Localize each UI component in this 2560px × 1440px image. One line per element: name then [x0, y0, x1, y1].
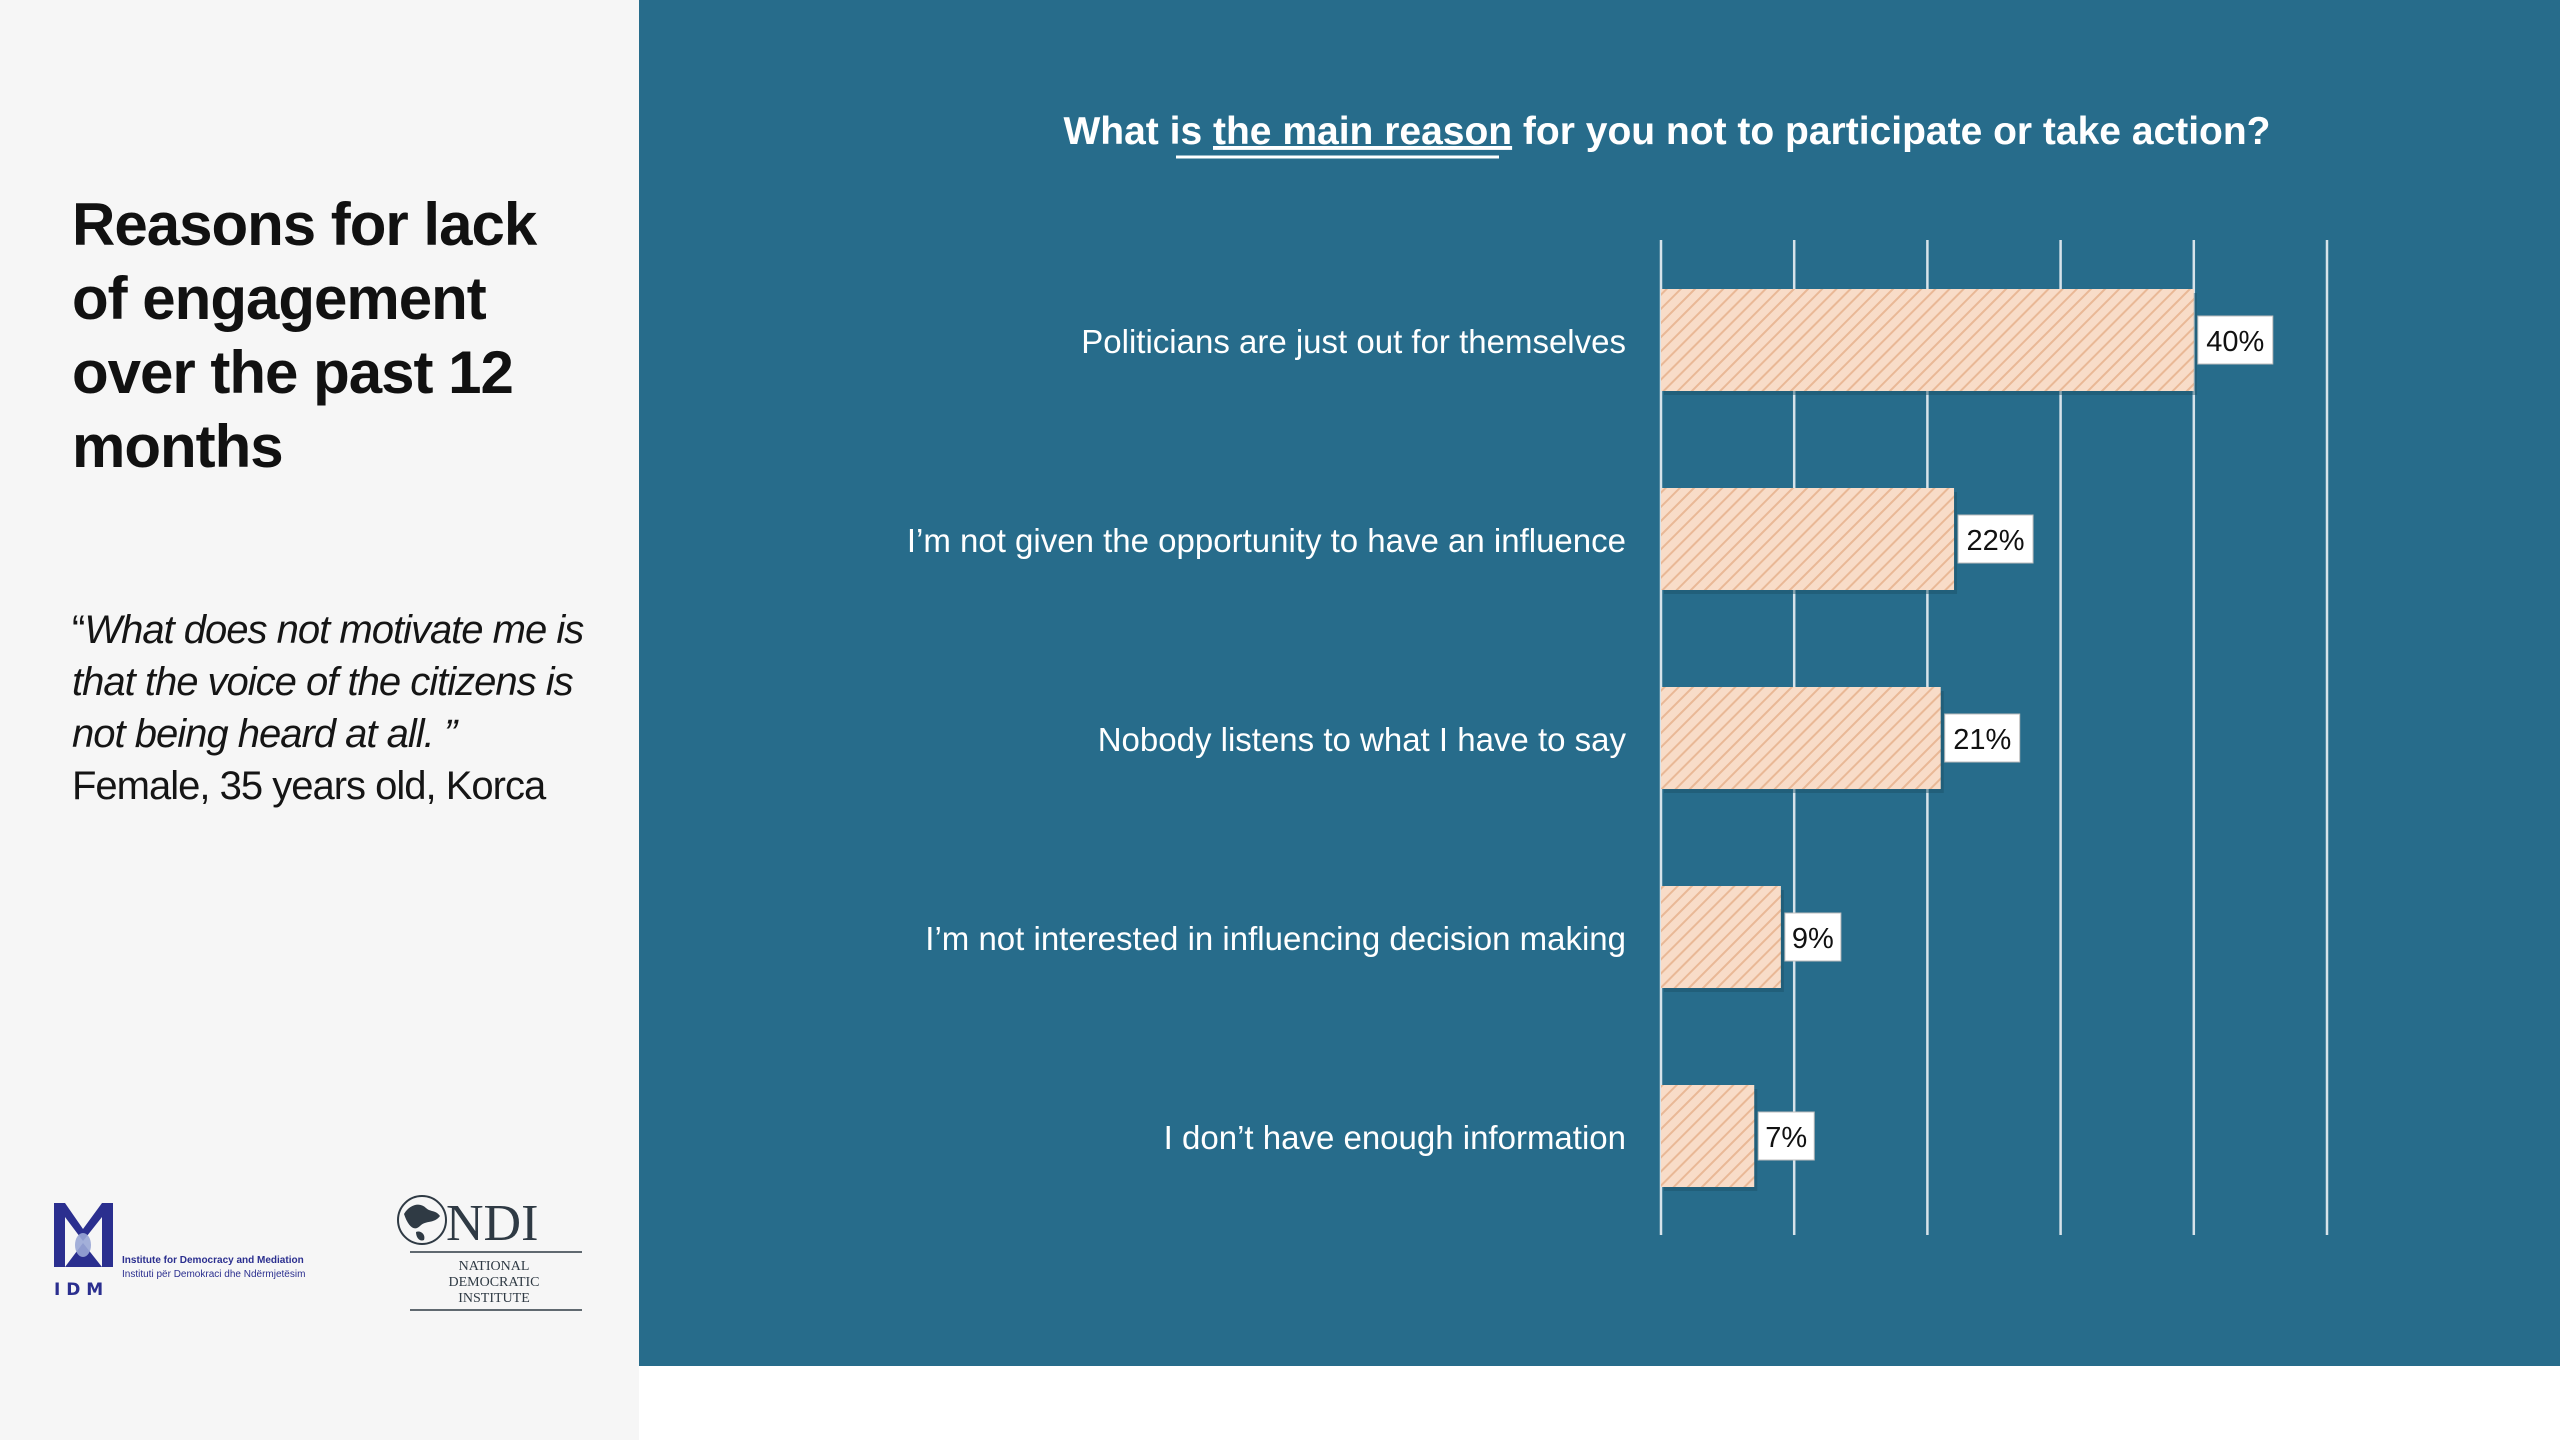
- left-panel: Reasons for lack of engagement over the …: [0, 0, 639, 1440]
- ndi-logo-mark: NDI: [446, 1195, 538, 1252]
- bar-4: [1661, 1085, 1755, 1187]
- bar-1: [1661, 488, 1955, 590]
- value-label-0: 40%: [2206, 326, 2264, 358]
- category-label-1: I’m not given the opportunity to have an…: [907, 522, 1626, 559]
- chart-title-part-3: for you not to participate or take actio…: [1512, 110, 2270, 153]
- ndi-logo-line1: NATIONAL: [459, 1259, 530, 1274]
- category-label-0: Politicians are just out for themselves: [1081, 323, 1626, 360]
- category-label-4: I don’t have enough information: [1164, 1119, 1626, 1156]
- quote-text: What does not motivate me is that the vo…: [72, 608, 584, 756]
- ndi-logo: NDI NATIONAL DEMOCRATIC INSTITUTE: [397, 1195, 582, 1311]
- idm-logo-line2: Instituti për Demokraci dhe Ndërmjetësim: [122, 1269, 305, 1280]
- quote-open-mark: “: [72, 608, 85, 652]
- quote-attribution: Female, 35 years old, Korca: [72, 764, 546, 808]
- chart-panel: What is the main reason for you not to p…: [639, 0, 2560, 1366]
- bar-chart: What is the main reason for you not to p…: [907, 110, 2329, 1235]
- idm-logo-mark: I D M: [54, 1280, 103, 1300]
- bottom-strip: [700, 1366, 2560, 1440]
- value-label-box-3: [1784, 912, 1842, 962]
- value-label-box-2: [1944, 713, 2021, 763]
- value-label-3: 9%: [1792, 923, 1834, 955]
- idm-logo-line1: Institute for Democracy and Mediation: [122, 1255, 304, 1266]
- value-label-box-0: [2197, 315, 2274, 365]
- quote-block: “What does not motivate me is that the v…: [72, 604, 602, 812]
- chart-title: What is the main reason for you not to p…: [1063, 110, 2270, 153]
- chart-title-part-1: What is: [1063, 110, 1213, 153]
- slide-title: Reasons for lack of engagement over the …: [72, 191, 537, 480]
- bar-0: [1661, 289, 2194, 391]
- idm-logo: I D M Institute for Democracy and Mediat…: [54, 1203, 305, 1300]
- category-label-3: I’m not interested in influencing decisi…: [925, 920, 1626, 957]
- ndi-logo-line3: INSTITUTE: [458, 1291, 530, 1306]
- value-label-1: 22%: [1967, 525, 2025, 557]
- value-label-box-1: [1957, 514, 2034, 564]
- value-label-4: 7%: [1765, 1122, 1807, 1154]
- category-label-2: Nobody listens to what I have to say: [1098, 721, 1627, 758]
- bars: Politicians are just out for themselves 4…: [907, 289, 2274, 1191]
- ndi-logo-line2: DEMOCRATIC: [448, 1275, 539, 1290]
- value-label-2: 21%: [1953, 724, 2011, 756]
- bar-2: [1661, 687, 1941, 789]
- chart-title-emphasis: the main reason: [1213, 110, 1512, 153]
- value-label-box-4: [1757, 1111, 1815, 1161]
- bar-3: [1661, 886, 1781, 988]
